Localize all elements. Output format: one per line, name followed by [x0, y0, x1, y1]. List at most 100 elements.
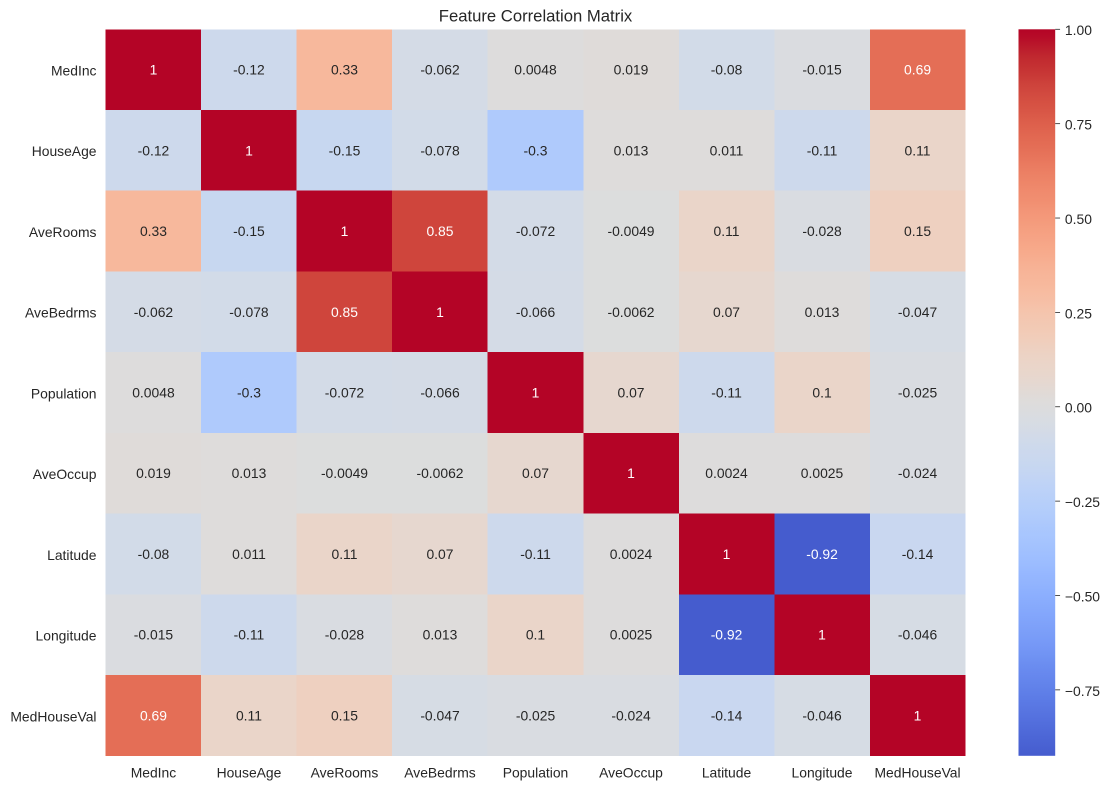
svg-text:0.0048: 0.0048	[514, 62, 557, 78]
svg-text:0.1: 0.1	[812, 385, 832, 401]
svg-text:0.0024: 0.0024	[610, 546, 653, 562]
svg-text:0.1: 0.1	[526, 627, 546, 643]
svg-text:MedInc: MedInc	[131, 764, 177, 780]
svg-text:-0.92: -0.92	[711, 627, 743, 643]
svg-text:-0.15: -0.15	[329, 142, 361, 158]
svg-text:-0.0049: -0.0049	[607, 223, 654, 239]
svg-text:0.33: 0.33	[331, 62, 358, 78]
svg-text:0.011: 0.011	[232, 546, 266, 562]
svg-text:AveRooms: AveRooms	[29, 224, 97, 240]
svg-text:1: 1	[818, 627, 826, 643]
svg-text:Population: Population	[503, 764, 569, 780]
svg-text:-0.015: -0.015	[802, 62, 842, 78]
svg-text:0.11: 0.11	[236, 707, 262, 723]
svg-text:1: 1	[532, 385, 540, 401]
svg-text:1: 1	[914, 707, 922, 723]
svg-text:MedHouseVal: MedHouseVal	[874, 764, 960, 780]
svg-text:Longitude: Longitude	[792, 764, 853, 780]
svg-text:HouseAge: HouseAge	[217, 764, 282, 780]
svg-text:−0.50: −0.50	[1065, 588, 1100, 604]
svg-text:0.00: 0.00	[1065, 400, 1092, 416]
svg-text:-0.066: -0.066	[420, 385, 460, 401]
svg-text:MedInc: MedInc	[51, 62, 97, 78]
svg-text:1.00: 1.00	[1065, 22, 1092, 38]
svg-text:1: 1	[436, 304, 444, 320]
svg-text:0.07: 0.07	[522, 465, 549, 481]
svg-text:0.11: 0.11	[714, 223, 740, 239]
svg-text:-0.024: -0.024	[898, 465, 938, 481]
svg-text:-0.047: -0.047	[420, 707, 460, 723]
svg-text:-0.14: -0.14	[711, 707, 743, 723]
svg-text:0.013: 0.013	[805, 304, 840, 320]
svg-text:AveOccup: AveOccup	[33, 466, 97, 482]
svg-text:AveBedrms: AveBedrms	[404, 764, 476, 780]
svg-text:0.50: 0.50	[1065, 211, 1092, 227]
svg-text:-0.015: -0.015	[134, 627, 174, 643]
svg-text:HouseAge: HouseAge	[32, 143, 97, 159]
svg-text:-0.11: -0.11	[520, 546, 551, 562]
svg-text:Longitude: Longitude	[36, 628, 97, 644]
svg-text:-0.047: -0.047	[898, 304, 938, 320]
svg-text:1: 1	[150, 62, 158, 78]
svg-text:-0.025: -0.025	[898, 385, 938, 401]
svg-text:-0.3: -0.3	[237, 385, 261, 401]
svg-text:0.85: 0.85	[331, 304, 358, 320]
svg-text:AveOccup: AveOccup	[599, 764, 663, 780]
svg-text:-0.028: -0.028	[802, 223, 842, 239]
svg-text:-0.08: -0.08	[711, 62, 743, 78]
svg-text:0.25: 0.25	[1065, 305, 1092, 321]
svg-text:0.013: 0.013	[614, 142, 649, 158]
svg-text:Population: Population	[31, 385, 97, 401]
svg-text:-0.046: -0.046	[898, 627, 938, 643]
svg-text:AveBedrms: AveBedrms	[25, 305, 97, 321]
svg-text:0.013: 0.013	[232, 465, 267, 481]
svg-text:Feature Correlation Matrix: Feature Correlation Matrix	[439, 7, 633, 26]
svg-text:1: 1	[341, 223, 349, 239]
svg-text:1: 1	[245, 142, 253, 158]
svg-text:0.019: 0.019	[136, 465, 171, 481]
svg-text:1: 1	[627, 465, 635, 481]
svg-text:-0.078: -0.078	[229, 304, 269, 320]
svg-text:MedHouseVal: MedHouseVal	[10, 708, 96, 724]
svg-text:−0.75: −0.75	[1065, 683, 1100, 699]
svg-text:-0.025: -0.025	[516, 707, 556, 723]
svg-text:0.013: 0.013	[423, 627, 458, 643]
svg-text:-0.15: -0.15	[233, 223, 265, 239]
svg-text:0.75: 0.75	[1065, 117, 1092, 133]
svg-text:Latitude: Latitude	[47, 547, 97, 563]
svg-text:0.15: 0.15	[904, 223, 931, 239]
svg-text:-0.0062: -0.0062	[416, 465, 463, 481]
svg-text:0.69: 0.69	[904, 62, 931, 78]
svg-text:-0.072: -0.072	[325, 385, 365, 401]
svg-text:0.69: 0.69	[140, 707, 167, 723]
svg-text:-0.11: -0.11	[807, 142, 838, 158]
svg-text:-0.024: -0.024	[611, 707, 651, 723]
svg-text:0.85: 0.85	[426, 223, 453, 239]
svg-text:0.0048: 0.0048	[132, 385, 175, 401]
svg-text:-0.078: -0.078	[420, 142, 460, 158]
svg-text:0.019: 0.019	[614, 62, 649, 78]
svg-text:-0.046: -0.046	[802, 707, 842, 723]
svg-text:-0.12: -0.12	[138, 142, 170, 158]
svg-text:-0.072: -0.072	[516, 223, 556, 239]
svg-text:0.11: 0.11	[331, 546, 357, 562]
svg-text:-0.0062: -0.0062	[607, 304, 654, 320]
svg-text:0.07: 0.07	[713, 304, 740, 320]
svg-text:-0.11: -0.11	[711, 385, 742, 401]
svg-text:0.0025: 0.0025	[801, 465, 844, 481]
svg-text:-0.3: -0.3	[524, 142, 548, 158]
svg-text:-0.028: -0.028	[325, 627, 365, 643]
svg-text:0.33: 0.33	[140, 223, 167, 239]
svg-text:0.15: 0.15	[331, 707, 358, 723]
svg-text:0.11: 0.11	[905, 142, 931, 158]
svg-text:0.0024: 0.0024	[705, 465, 748, 481]
svg-text:-0.08: -0.08	[138, 546, 170, 562]
svg-text:-0.14: -0.14	[902, 546, 934, 562]
svg-text:-0.92: -0.92	[806, 546, 838, 562]
svg-text:-0.0049: -0.0049	[321, 465, 368, 481]
svg-text:−0.25: −0.25	[1065, 494, 1100, 510]
svg-text:1: 1	[723, 546, 731, 562]
svg-text:AveRooms: AveRooms	[311, 764, 379, 780]
svg-text:-0.062: -0.062	[420, 62, 460, 78]
svg-text:-0.12: -0.12	[233, 62, 265, 78]
